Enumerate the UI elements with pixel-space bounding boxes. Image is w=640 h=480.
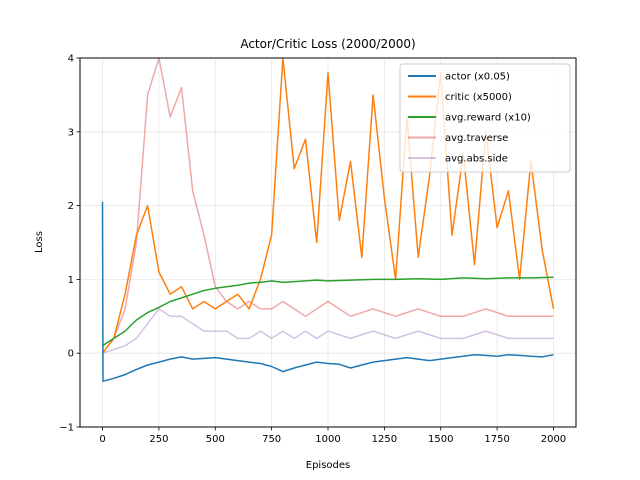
- x-tick-label: 1000: [315, 434, 340, 445]
- x-tick-label: 750: [262, 434, 281, 445]
- x-tick-label: 250: [149, 434, 168, 445]
- x-tick-label: 1500: [428, 434, 453, 445]
- y-tick-label: 0: [68, 349, 74, 360]
- chart-title: Actor/Critic Loss (2000/2000): [240, 37, 415, 51]
- series-line: [101, 201, 554, 382]
- series-layer: [101, 58, 555, 382]
- y-axis-label: Loss: [34, 231, 45, 253]
- series-line: [102, 308, 554, 354]
- x-tick-label: 2000: [541, 434, 566, 445]
- series-line: [101, 58, 555, 354]
- series-line: [102, 276, 554, 347]
- y-tick-label: 4: [68, 54, 74, 65]
- legend-label: avg.traverse: [445, 133, 508, 144]
- x-ticks: 0 250 500 750 1000 1250 1500 1750 2000: [99, 427, 566, 445]
- legend-label: avg.reward (x10): [445, 113, 531, 124]
- y-tick-label: 2: [68, 201, 74, 212]
- legend-label: critic (x5000): [445, 92, 512, 103]
- y-tick-label: 3: [68, 127, 74, 138]
- legend-frame: [399, 63, 571, 173]
- y-tick-label: 1: [68, 275, 74, 286]
- x-tick-label: 1750: [484, 434, 509, 445]
- y-ticks: −1 0 1 2 3 4: [59, 54, 80, 434]
- x-tick-label: 500: [206, 434, 225, 445]
- legend-label: actor (x0.05): [445, 72, 510, 83]
- legend-label: avg.abs.side: [445, 154, 508, 165]
- y-tick-label: −1: [59, 423, 74, 434]
- legend: actor (x0.05) critic (x5000) avg.reward (x…: [399, 63, 571, 173]
- series-line: [101, 58, 554, 354]
- x-tick-label: 1250: [372, 434, 397, 445]
- x-axis-label: Episodes: [306, 460, 350, 471]
- x-tick-label: 0: [99, 434, 105, 445]
